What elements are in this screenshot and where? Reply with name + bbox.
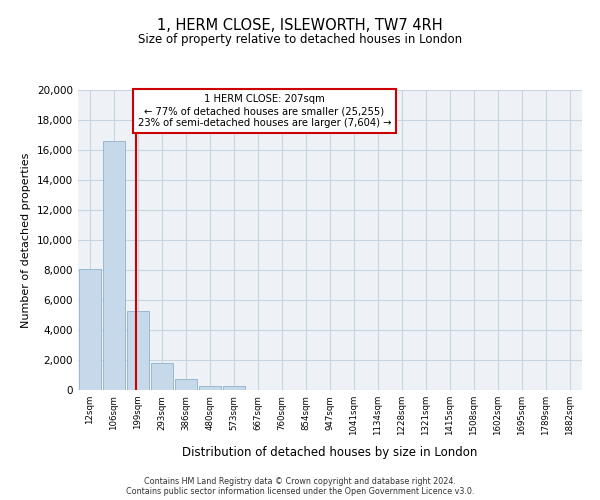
- Bar: [223, 386, 245, 390]
- Y-axis label: Number of detached properties: Number of detached properties: [22, 152, 31, 328]
- Text: Contains HM Land Registry data © Crown copyright and database right 2024.: Contains HM Land Registry data © Crown c…: [144, 476, 456, 486]
- Bar: [151, 363, 173, 390]
- Text: 1, HERM CLOSE, ISLEWORTH, TW7 4RH: 1, HERM CLOSE, ISLEWORTH, TW7 4RH: [157, 18, 443, 32]
- Text: Distribution of detached houses by size in London: Distribution of detached houses by size …: [182, 446, 478, 459]
- Bar: [103, 141, 125, 390]
- Text: 1 HERM CLOSE: 207sqm
← 77% of detached houses are smaller (25,255)
23% of semi-d: 1 HERM CLOSE: 207sqm ← 77% of detached h…: [138, 94, 391, 128]
- Text: Contains public sector information licensed under the Open Government Licence v3: Contains public sector information licen…: [126, 486, 474, 496]
- Bar: [175, 379, 197, 390]
- Bar: [79, 268, 101, 390]
- Bar: [127, 310, 149, 390]
- Bar: [199, 386, 221, 390]
- Text: Size of property relative to detached houses in London: Size of property relative to detached ho…: [138, 32, 462, 46]
